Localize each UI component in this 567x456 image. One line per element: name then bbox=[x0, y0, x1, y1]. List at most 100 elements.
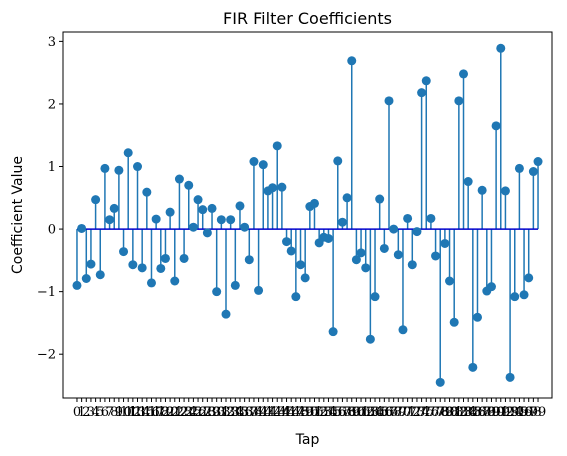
x-tick-label: 97 bbox=[520, 405, 537, 420]
stem-marker bbox=[258, 160, 268, 170]
x-tick-label: 35 bbox=[232, 405, 249, 420]
stem-marker bbox=[95, 270, 105, 280]
stem-marker bbox=[384, 96, 394, 106]
x-tick-label: 48 bbox=[292, 405, 309, 420]
stem-marker bbox=[128, 260, 138, 270]
stem-marker bbox=[407, 260, 417, 270]
y-tick-label: −2 bbox=[37, 348, 56, 363]
x-tick-label: 67 bbox=[381, 405, 398, 420]
stem-marker bbox=[254, 285, 264, 295]
stem-marker bbox=[174, 174, 184, 184]
stem-marker bbox=[500, 186, 510, 196]
stem-marker bbox=[142, 187, 152, 197]
x-tick-label: 12 bbox=[125, 405, 142, 420]
stem-marker bbox=[81, 274, 91, 284]
stem-marker bbox=[309, 198, 319, 208]
x-tick-label: 91 bbox=[492, 405, 509, 420]
stem-marker bbox=[244, 255, 254, 265]
axes-frame bbox=[62, 31, 553, 399]
x-tick-label: 99 bbox=[530, 405, 547, 420]
stem-marker bbox=[91, 195, 101, 205]
x-tick-label: 10 bbox=[115, 405, 132, 420]
x-tick-label: 72 bbox=[404, 405, 421, 420]
x-tick-label: 40 bbox=[255, 405, 272, 420]
y-tick-label: 2 bbox=[48, 97, 56, 112]
x-tick-label: 79 bbox=[437, 405, 454, 420]
y-tick-label: 0 bbox=[48, 223, 56, 238]
x-tick-label: 78 bbox=[432, 405, 449, 420]
x-axis-label: Tap bbox=[295, 432, 320, 448]
x-tick-label: 20 bbox=[162, 405, 179, 420]
stem-marker bbox=[105, 215, 115, 225]
x-tick-label: 84 bbox=[460, 405, 477, 420]
stem-marker bbox=[160, 253, 170, 263]
x-tick-label: 87 bbox=[474, 405, 491, 420]
x-tick-label: 95 bbox=[511, 405, 528, 420]
stem-marker bbox=[486, 282, 496, 292]
x-tick-label: 3 bbox=[87, 405, 95, 420]
stem-marker bbox=[445, 276, 455, 286]
x-tick-label: 14 bbox=[134, 405, 151, 420]
x-tick-label: 59 bbox=[343, 405, 360, 420]
x-tick-label: 74 bbox=[413, 405, 430, 420]
x-tick-label: 11 bbox=[120, 405, 137, 420]
markers bbox=[72, 43, 543, 387]
x-tick-label: 36 bbox=[236, 405, 253, 420]
stem-marker bbox=[100, 163, 110, 173]
stem-marker bbox=[179, 253, 189, 263]
stem-marker bbox=[459, 69, 469, 79]
stem-marker bbox=[133, 162, 143, 172]
stem-marker bbox=[472, 312, 482, 322]
stem-marker bbox=[510, 292, 520, 302]
x-tick-label: 61 bbox=[353, 405, 370, 420]
stem-marker bbox=[282, 237, 292, 247]
x-tick-label: 66 bbox=[376, 405, 393, 420]
x-tick-label: 63 bbox=[362, 405, 379, 420]
x-tick-label: 60 bbox=[348, 405, 365, 420]
x-tick-label: 56 bbox=[329, 405, 346, 420]
stem-marker bbox=[296, 260, 306, 270]
stem-marker bbox=[463, 177, 473, 187]
x-tick-label: 54 bbox=[320, 405, 337, 420]
stem-marker bbox=[379, 243, 389, 253]
x-tick-label: 42 bbox=[264, 405, 281, 420]
stem-marker bbox=[207, 203, 217, 213]
x-tick-label: 82 bbox=[451, 405, 468, 420]
x-tick-label: 93 bbox=[502, 405, 519, 420]
x-tick-label: 90 bbox=[488, 405, 505, 420]
stem-marker bbox=[188, 222, 198, 232]
x-tick-label: 13 bbox=[129, 405, 146, 420]
x-tick-label: 89 bbox=[483, 405, 500, 420]
stem-marker bbox=[342, 193, 352, 203]
x-tick-label: 31 bbox=[213, 405, 230, 420]
x-tick-label: 65 bbox=[371, 405, 388, 420]
stem-marker bbox=[519, 290, 529, 300]
x-tick-label: 27 bbox=[194, 405, 211, 420]
stem-marker bbox=[365, 334, 375, 344]
stem-marker bbox=[356, 248, 366, 258]
stem-marker bbox=[375, 194, 385, 204]
stem-marker bbox=[268, 183, 278, 193]
x-tick-label: 51 bbox=[306, 405, 323, 420]
x-tick-label: 75 bbox=[418, 405, 435, 420]
stem-marker bbox=[123, 148, 133, 158]
stem-marker bbox=[72, 280, 82, 290]
stem-marker bbox=[291, 292, 301, 302]
stem-marker bbox=[77, 223, 87, 233]
stem-marker bbox=[337, 217, 347, 227]
x-tick-label: 25 bbox=[185, 405, 202, 420]
x-tick-label: 58 bbox=[339, 405, 356, 420]
x-tick-label: 83 bbox=[455, 405, 472, 420]
y-tick-label: −1 bbox=[37, 285, 56, 300]
y-tick-label: 1 bbox=[48, 160, 56, 175]
stem-marker bbox=[468, 362, 478, 372]
stem-marker bbox=[403, 213, 413, 223]
x-tick-label: 19 bbox=[157, 405, 174, 420]
x-tick-label: 4 bbox=[91, 405, 99, 420]
stem-marker bbox=[398, 325, 408, 335]
x-tick-label: 64 bbox=[367, 405, 384, 420]
x-tick-label: 9 bbox=[115, 405, 123, 420]
y-tick-label: 3 bbox=[48, 35, 56, 50]
x-tick-label: 81 bbox=[446, 405, 463, 420]
stem-marker bbox=[421, 76, 431, 86]
